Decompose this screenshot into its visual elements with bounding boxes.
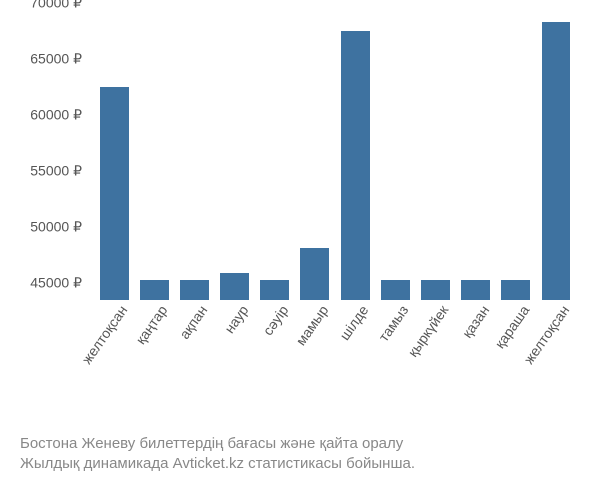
y-tick-label: 55000 ₽ xyxy=(30,163,82,180)
chart-caption: Бостона Женеву билеттердің бағасы және қ… xyxy=(20,434,592,475)
y-tick-label: 45000 ₽ xyxy=(30,275,82,292)
bar-slot: ақпан xyxy=(174,20,214,300)
bar xyxy=(461,280,490,300)
bar-slot: қараша xyxy=(496,20,536,300)
bar xyxy=(300,248,329,300)
bars-container: желтоқсанқаңтарақпаннаурсәуірмамыршілдет… xyxy=(90,20,580,300)
bar xyxy=(100,87,129,300)
bar xyxy=(421,280,450,300)
y-tick-label: 70000 ₽ xyxy=(30,0,82,12)
bar xyxy=(341,31,370,300)
bar xyxy=(260,280,289,300)
ticket-price-chart: желтоқсанқаңтарақпаннаурсәуірмамыршілдет… xyxy=(0,0,600,500)
bar-slot: желтоқсан xyxy=(536,20,576,300)
x-tick-label: қазан xyxy=(458,302,492,340)
y-tick-label: 50000 ₽ xyxy=(30,219,82,236)
x-tick-label: қараша xyxy=(491,302,532,351)
bar-slot: мамыр xyxy=(295,20,335,300)
bar-slot: қыркүйек xyxy=(415,20,455,300)
x-tick-label: қаңтар xyxy=(133,302,171,347)
x-tick-label: тамыз xyxy=(376,302,412,344)
caption-line: Бостона Женеву билеттердің бағасы және қ… xyxy=(20,434,592,454)
bar-slot: тамыз xyxy=(375,20,415,300)
bar-slot: шілде xyxy=(335,20,375,300)
bar-slot: сәуір xyxy=(255,20,295,300)
plot-area: желтоқсанқаңтарақпаннаурсәуірмамыршілдет… xyxy=(90,20,580,300)
bar xyxy=(220,273,249,300)
bar xyxy=(140,280,169,300)
y-tick-label: 60000 ₽ xyxy=(30,107,82,124)
bar xyxy=(501,280,530,300)
caption-line: Жылдық динамикада Avticket.kz статистика… xyxy=(20,454,592,474)
bar-slot: желтоқсан xyxy=(94,20,134,300)
bar xyxy=(542,22,571,300)
bar-slot: наур xyxy=(215,20,255,300)
x-tick-label: сәуір xyxy=(259,302,291,338)
x-tick-label: шілде xyxy=(336,302,371,343)
bar xyxy=(381,280,410,300)
x-tick-label: желтоқсан xyxy=(79,302,131,367)
x-tick-label: мамыр xyxy=(292,302,331,348)
y-tick-label: 65000 ₽ xyxy=(30,51,82,68)
bar xyxy=(180,280,209,300)
x-tick-label: ақпан xyxy=(176,302,210,341)
bar-slot: қазан xyxy=(456,20,496,300)
x-tick-label: наур xyxy=(221,302,251,336)
bar-slot: қаңтар xyxy=(134,20,174,300)
x-tick-label: қыркүйек xyxy=(405,302,452,359)
